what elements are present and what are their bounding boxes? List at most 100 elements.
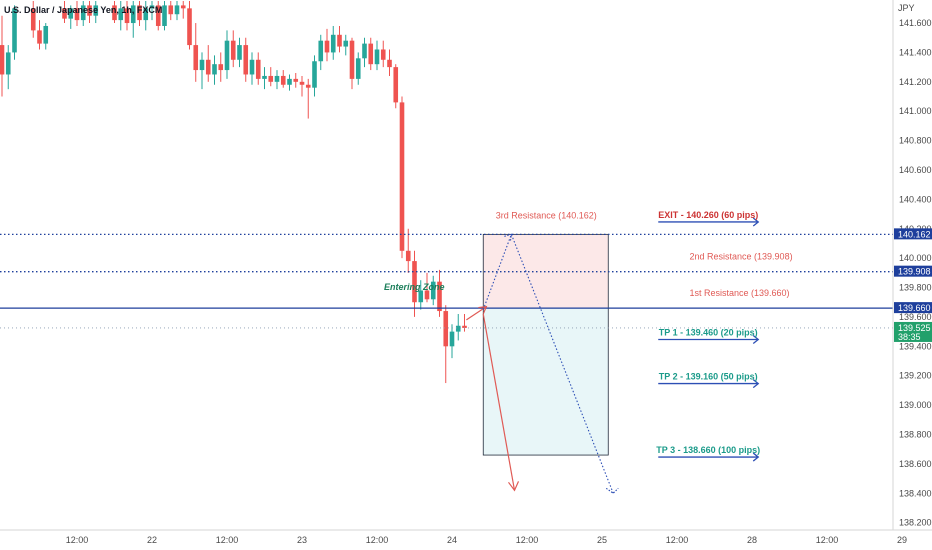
candle [380, 40, 386, 68]
candle-body [137, 5, 142, 21]
candle-body [149, 5, 155, 9]
candle [87, 1, 92, 24]
resistance-label: 2nd Resistance (139.908) [690, 252, 793, 262]
candle [305, 78, 311, 119]
target-arrow: TP 3 - 138.660 (100 pips) [656, 445, 760, 462]
level-lines [0, 233, 893, 329]
x-tick-label: 24 [447, 535, 457, 545]
price-label-text: 139.908 [898, 267, 931, 277]
candle [455, 313, 461, 341]
price-label: 139.660 [894, 302, 932, 314]
candle-body [387, 59, 392, 68]
candle-body [449, 331, 455, 347]
candle-body [243, 45, 249, 75]
candle-body [30, 8, 36, 31]
x-tick-label: 22 [147, 535, 157, 545]
candle [355, 52, 361, 85]
candle-body [74, 8, 80, 21]
candle-body [299, 81, 305, 85]
candle-body [193, 45, 199, 71]
y-tick-label: 138.600 [899, 459, 932, 469]
y-tick-label: 141.200 [899, 77, 932, 87]
candle-body [255, 59, 261, 79]
candle [224, 30, 230, 79]
candle-body [293, 78, 299, 82]
y-tick-label: 139.600 [899, 312, 932, 322]
candle [37, 20, 42, 50]
candle [74, 1, 80, 26]
candle [393, 64, 399, 109]
candle-body [268, 75, 274, 82]
candle [337, 25, 342, 53]
candle-body [324, 40, 330, 53]
candle [93, 1, 99, 24]
candle [180, 1, 186, 19]
candle-body [249, 59, 255, 75]
x-tick-label: 12:00 [216, 535, 239, 545]
target-label: TP 3 - 138.660 (100 pips) [656, 445, 760, 455]
candle-body [280, 75, 286, 85]
candle [155, 1, 161, 31]
candle-body [180, 5, 186, 9]
y-tick-label: 139.400 [899, 341, 932, 351]
candle-body [455, 325, 461, 332]
candle-body [37, 30, 42, 44]
candle [205, 45, 211, 82]
candle-body [437, 281, 442, 312]
candle [343, 34, 349, 56]
x-tick-label: 28 [747, 535, 757, 545]
y-tick-label: 140.000 [899, 253, 932, 263]
candle-body [224, 40, 230, 71]
candle-body [205, 59, 211, 75]
candle [237, 37, 242, 68]
resistance-label: 1st Resistance (139.660) [690, 288, 790, 298]
candle [218, 52, 224, 82]
target-arrowhead [752, 379, 760, 389]
candle-body [380, 49, 386, 60]
price-label: 140.162 [894, 228, 932, 240]
candle [255, 52, 261, 85]
y-tick-label: 141.400 [899, 47, 932, 57]
y-tick-label: 140.600 [899, 165, 932, 175]
target-label: TP 2 - 139.160 (50 pips) [659, 372, 758, 382]
candle [30, 1, 36, 38]
target-label: EXIT - 140.260 (60 pips) [658, 210, 758, 220]
candle [168, 1, 174, 21]
candle [174, 1, 180, 21]
candle-body [93, 5, 99, 16]
candle [162, 1, 167, 31]
target-arrow: TP 2 - 139.160 (50 pips) [658, 372, 760, 389]
price-label-text: 140.162 [898, 229, 931, 239]
price-label: 139.908 [894, 265, 932, 277]
y-tick-label: 141.600 [899, 18, 932, 28]
candle [430, 275, 436, 306]
candle-body [124, 8, 130, 24]
candle-body [412, 261, 417, 303]
candle [437, 269, 442, 317]
y-tick-label: 139.000 [899, 400, 932, 410]
candle [312, 55, 317, 97]
target-arrowhead [752, 334, 760, 345]
x-tick-label: 12:00 [66, 535, 89, 545]
candle [43, 23, 49, 50]
candle-body [174, 5, 180, 15]
candle-body [43, 25, 49, 44]
resistance-label: 3rd Resistance (140.162) [496, 210, 597, 220]
target-zone [482, 307, 609, 456]
price-label-bg [894, 321, 932, 342]
y-tick-label: 141.000 [899, 106, 932, 116]
candle-body [305, 84, 311, 88]
projection-top-arrowhead [504, 233, 513, 242]
y-tick-label: 138.400 [899, 488, 932, 498]
down-arrowhead [508, 481, 520, 492]
y-tick-label: 138.800 [899, 429, 932, 439]
candle [0, 15, 5, 97]
candle-body [68, 8, 74, 19]
currency-label: JPY [898, 3, 915, 13]
target-arrowhead [752, 217, 760, 227]
candle-body [374, 49, 380, 65]
candle-body [349, 40, 355, 79]
